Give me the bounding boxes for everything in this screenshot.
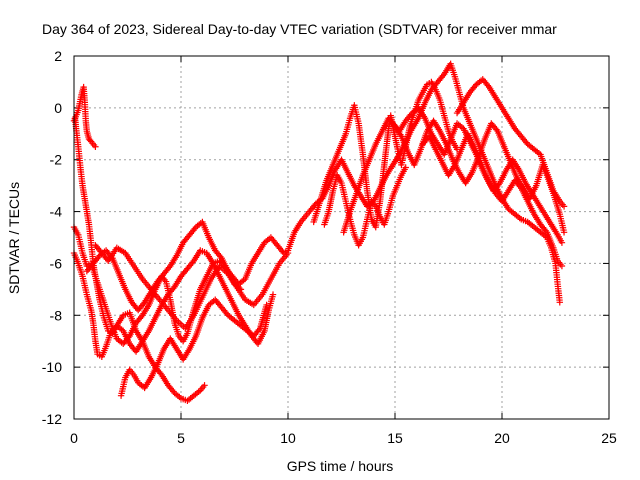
series-trace-1 [70,83,99,150]
series-trace-12 [321,164,409,249]
grid-lines [74,56,609,419]
data-point [558,262,566,270]
data-point [201,382,208,389]
y-tick-label: -2 [50,152,63,168]
y-tick-label: 2 [54,48,62,64]
x-tick-label: 25 [601,430,617,446]
x-tick-label: 5 [177,430,185,446]
data-points [70,60,568,405]
series-trace-11 [389,104,566,270]
axis-ticks: 0 5 10 15 20 25 -12 -10 -8 -6 -4 -2 0 2 [42,48,617,446]
plot-frame [73,55,610,420]
y-tick-label: -6 [50,255,63,271]
data-point [560,203,568,210]
y-tick-label: -4 [50,204,63,220]
series-trace-10 [453,76,568,210]
series-trace-4 [70,247,277,360]
data-point [284,249,292,257]
data-point [402,164,409,171]
data-point [269,291,277,298]
series-trace-13 [419,130,566,246]
x-tick-label: 10 [280,430,296,446]
x-axis-label: GPS time / hours [287,458,394,474]
y-tick-label: -8 [50,307,63,323]
data-point [92,143,99,150]
x-tick-label: 15 [387,430,403,446]
y-tick-label: -12 [42,411,62,427]
series-trace-7 [92,242,292,332]
data-point [556,299,563,306]
series-trace-5 [117,296,270,399]
y-axis-label: SDTVAR / TECUs [6,182,22,294]
chart-title: Day 364 of 2023, Sidereal Day-to-day VTE… [42,21,557,37]
y-tick-label: -10 [42,359,62,375]
data-point [263,301,270,309]
data-point [558,239,566,246]
x-tick-label: 0 [70,430,78,446]
data-point [560,229,568,236]
y-tick-label: 0 [54,100,62,116]
x-tick-label: 20 [494,430,510,446]
